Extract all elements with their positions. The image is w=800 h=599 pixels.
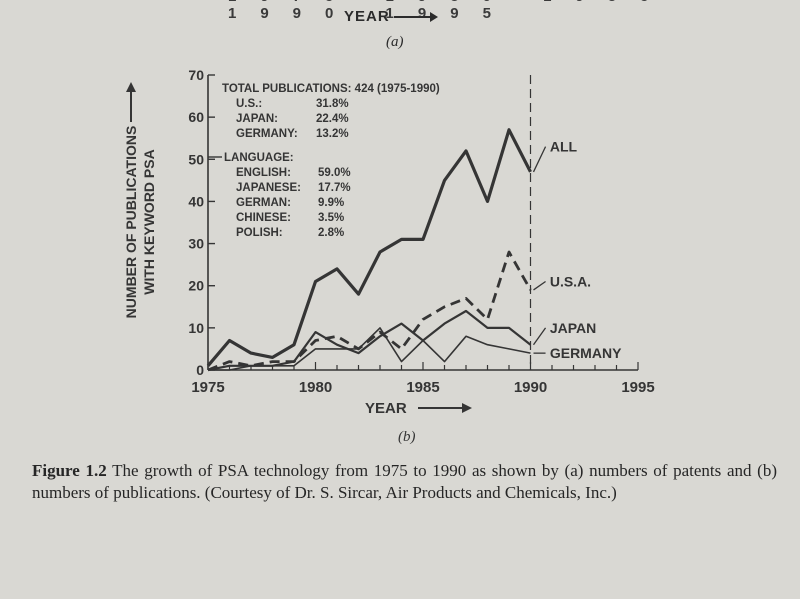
y-tick-label: 70: [188, 67, 204, 83]
annotation-language-label: GERMAN:: [236, 197, 291, 209]
annotation-country-label: U.S.:: [236, 98, 262, 110]
x-tick-label: 1975: [191, 379, 224, 396]
y-axis-label: NUMBER OF PUBLICATIONS WITH KEYWORD PSA: [123, 126, 157, 319]
series-label: U.S.A.: [550, 274, 591, 290]
annotation-language-header: LANGUAGE:: [224, 152, 294, 164]
x-tick-label: 1980: [299, 379, 332, 396]
annotation-language-value: 9.9%: [318, 197, 344, 209]
x-axis-label: YEAR: [365, 400, 407, 417]
panel-b-label: (b): [398, 429, 416, 445]
annotation-language-value: 3.5%: [318, 212, 344, 224]
x-tick-label: 1995: [621, 379, 654, 396]
annotation-language-label: ENGLISH:: [236, 167, 291, 179]
y-tick-label: 60: [188, 109, 204, 125]
y-axis-arrow-head-icon: [126, 82, 136, 92]
caption-text: The growth of PSA technology from 1975 t…: [32, 461, 777, 502]
y-tick-label: 50: [188, 151, 204, 167]
annotation-language-value: 17.7%: [318, 182, 351, 194]
series-label: ALL: [550, 139, 578, 155]
arrow-right-icon: [393, 12, 438, 23]
annotation-total: TOTAL PUBLICATIONS: 424 (1975-1990): [222, 83, 440, 95]
figure-caption: Figure 1.2 The growth of PSA technology …: [32, 460, 777, 504]
panel-a-label: (a): [386, 34, 404, 50]
annotation-country-value: 22.4%: [316, 113, 349, 125]
x-tick-label: 1990: [514, 379, 547, 396]
y-tick-label: 30: [188, 236, 204, 252]
annotation-language-label: POLISH:: [236, 227, 283, 239]
series-line-all: [206, 128, 532, 367]
series-line-usa: [207, 250, 532, 372]
annotation-language-label: JAPANESE:: [236, 182, 301, 194]
annotation-language-value: 2.8%: [318, 227, 344, 239]
annotation-country-value: 31.8%: [316, 98, 349, 110]
series-leader-line: [532, 146, 547, 173]
y-tick-label: 40: [188, 193, 204, 209]
y-tick-label: 0: [196, 362, 204, 378]
x-tick-label: 1985: [406, 379, 439, 396]
series-leader-line: [532, 327, 547, 346]
y-tick-label: 20: [188, 278, 204, 294]
x-axis-arrow-head-icon: [462, 403, 472, 413]
series-line-germany: [208, 327, 531, 371]
annotation-language-label: CHINESE:: [236, 212, 291, 224]
figure-number: Figure 1.2: [32, 461, 107, 480]
series-leader-line: [533, 280, 546, 291]
panel-a-year-text: YEAR: [344, 8, 390, 25]
annotation-country-value: 13.2%: [316, 128, 349, 140]
annotation-language-value: 59.0%: [318, 167, 351, 179]
annotation-country-label: JAPAN:: [236, 113, 278, 125]
series-label: GERMANY: [550, 345, 622, 361]
y-tick-label: 10: [188, 320, 204, 336]
publications-chart: 0 10 20 30 40 50 60 70 1975 1980 1985 1990 1995 ALL U.…: [123, 67, 655, 445]
panel-a-year-label: YEAR: [344, 8, 438, 25]
series-label: JAPAN: [550, 320, 596, 336]
annotation-country-label: GERMANY:: [236, 128, 298, 140]
